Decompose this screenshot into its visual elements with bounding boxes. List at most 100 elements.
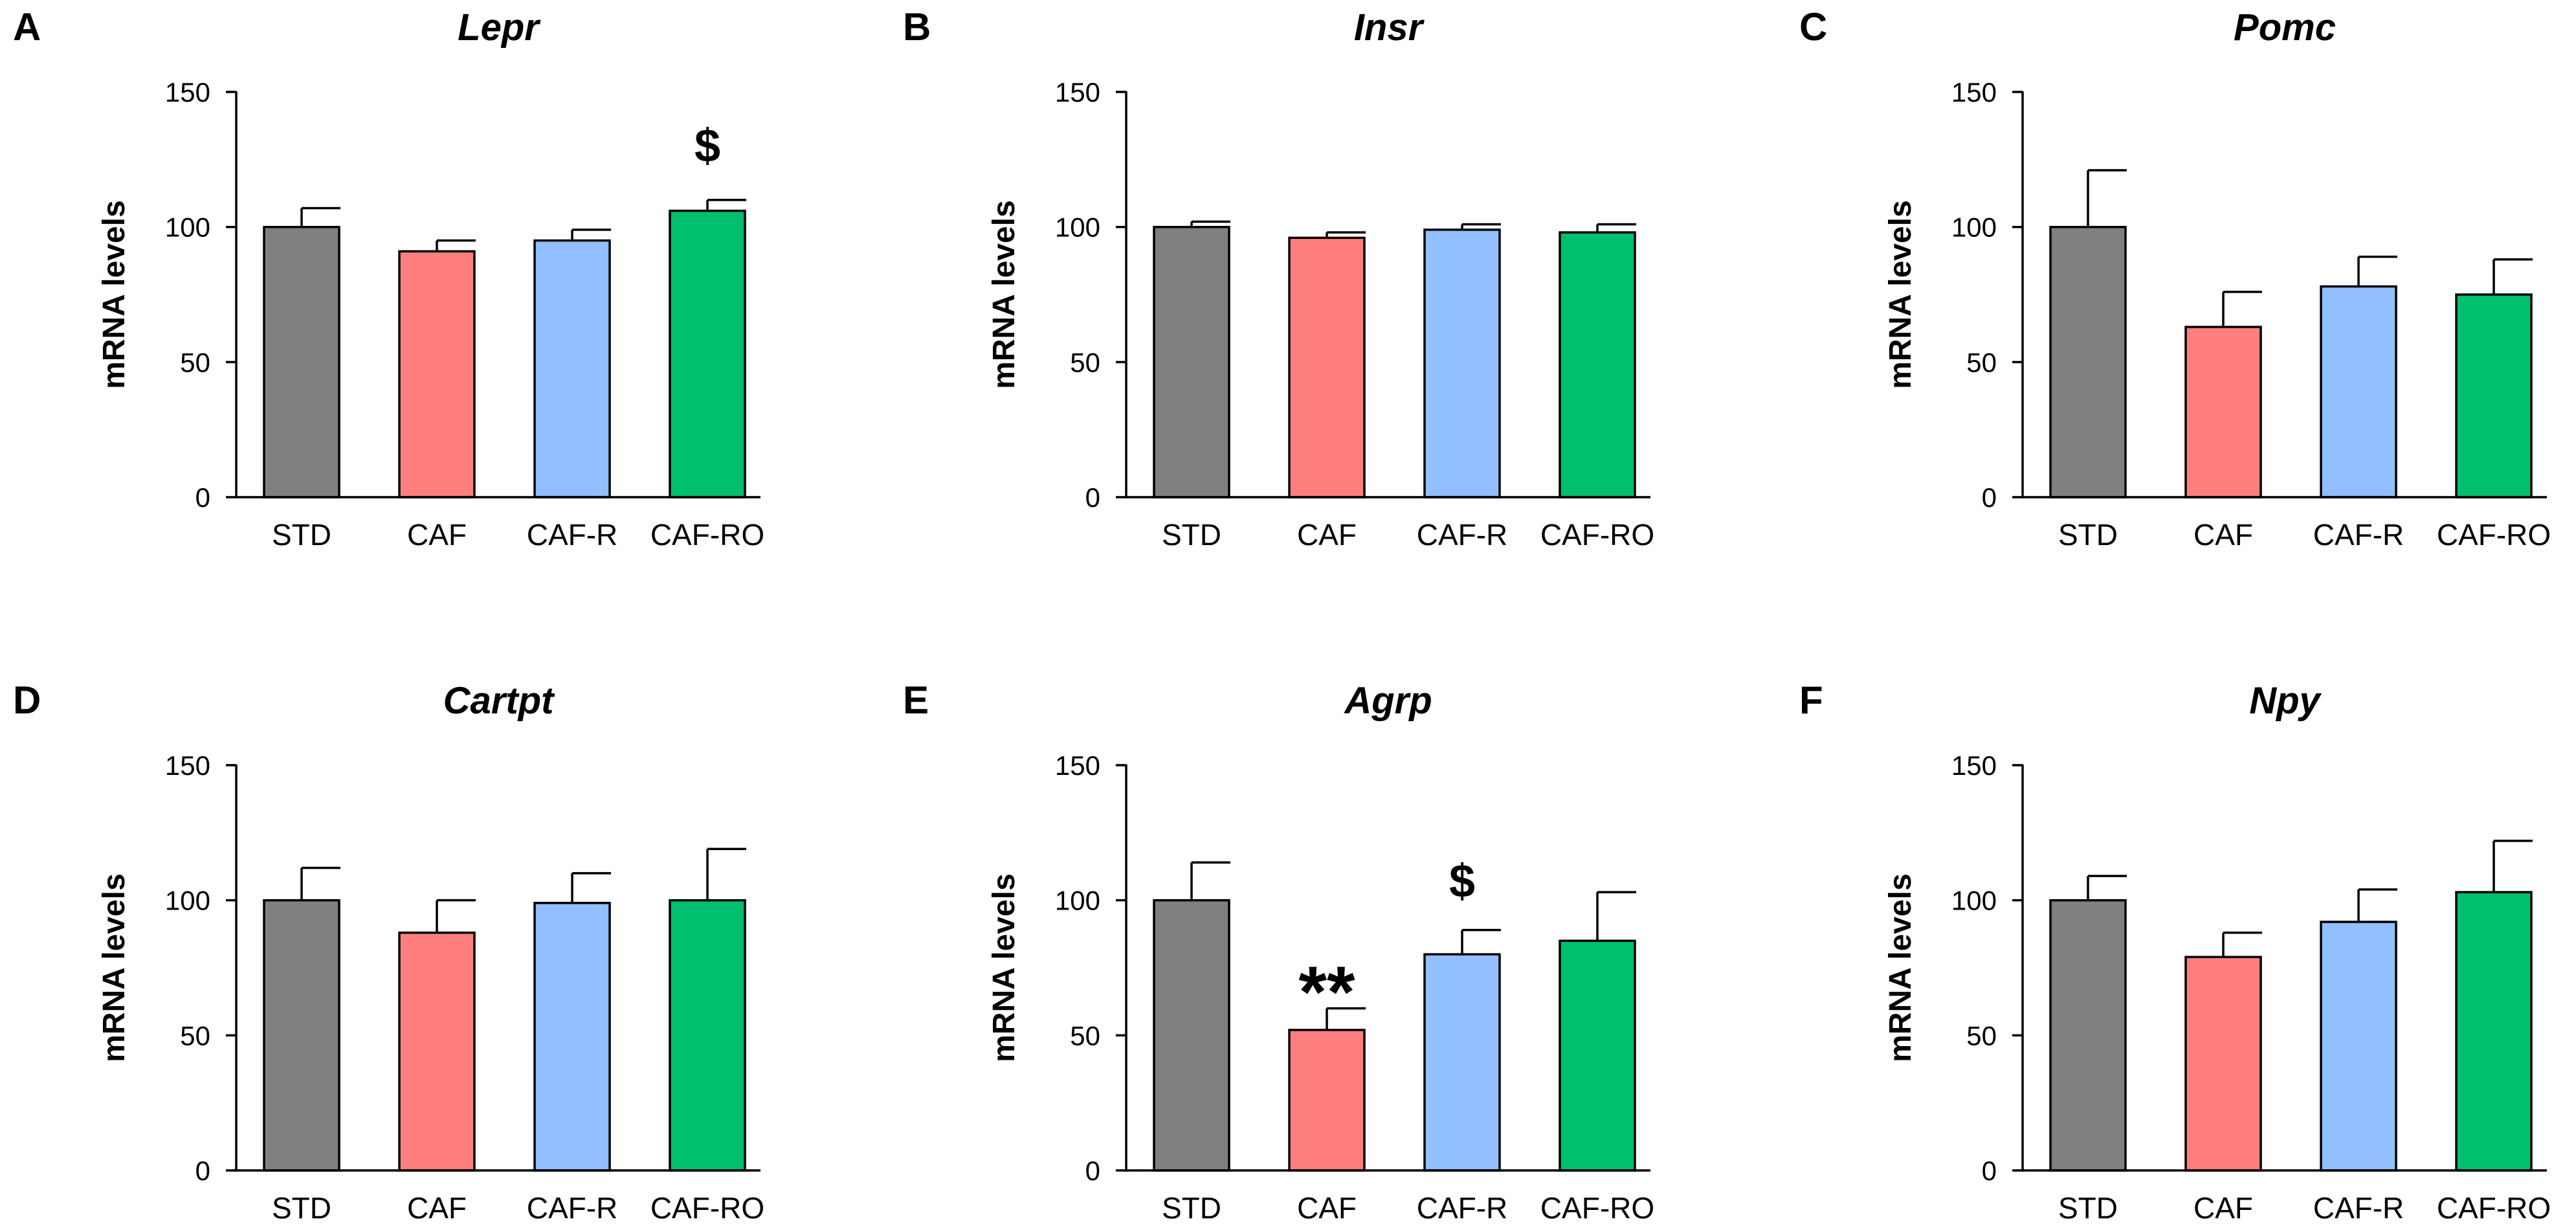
y-tick-label: 0 — [1982, 1156, 1997, 1186]
y-axis-label: mRNA levels — [987, 200, 1021, 389]
chart-title: Cartpt — [443, 680, 555, 722]
y-tick-label: 50 — [1966, 347, 1997, 377]
y-tick-label: 0 — [1982, 482, 1997, 513]
x-tick-label: CAF-R — [527, 518, 618, 552]
y-tick-label: 150 — [1951, 77, 1997, 107]
x-tick-label: STD — [1162, 518, 1221, 552]
y-tick-label: 100 — [1055, 886, 1100, 916]
y-tick-label: 100 — [1951, 212, 1997, 243]
x-tick-label: CAF-RO — [1540, 518, 1654, 552]
y-axis-label: mRNA levels — [1883, 873, 1918, 1062]
chart-panel-c: C Pomc mRNA levels STD CAF CAF-R CAF-RO 0 50 100 1… — [1799, 5, 2551, 552]
x-tick-label: CAF — [2193, 518, 2253, 552]
bar-caf — [1288, 1029, 1366, 1172]
y-axis-label: mRNA levels — [97, 873, 131, 1062]
panel-letter: F — [1799, 678, 1823, 722]
panel-letter: A — [13, 5, 41, 49]
bar-caf-ro — [1559, 231, 1636, 498]
x-tick-label: CAF — [407, 1191, 467, 1225]
y-tick-label: 0 — [195, 1156, 210, 1186]
bar-caf — [2184, 326, 2262, 498]
bar-std — [2049, 899, 2127, 1172]
bar-caf-r — [2320, 285, 2397, 498]
significance-dollar: $ — [1449, 855, 1475, 907]
x-tick-label: CAF — [2193, 1191, 2253, 1225]
y-tick-label: 100 — [1951, 886, 1997, 916]
y-tick-label: 150 — [165, 750, 210, 781]
x-tick-label: STD — [272, 1191, 331, 1225]
bar-std — [263, 225, 340, 498]
bar-std — [1153, 899, 1230, 1172]
x-tick-label: CAF-R — [1417, 1191, 1508, 1225]
x-tick-label: STD — [272, 518, 331, 552]
y-tick-label: 50 — [180, 347, 210, 377]
chart-title: Agrp — [1343, 680, 1432, 722]
x-tick-label: CAF — [1297, 518, 1357, 552]
bar-caf-ro — [2455, 293, 2533, 498]
y-tick-label: 50 — [1966, 1020, 1997, 1051]
bar-caf — [1288, 236, 1366, 498]
bar-std — [2049, 225, 2127, 498]
bar-caf — [398, 250, 476, 498]
x-tick-label: STD — [2058, 1191, 2118, 1225]
y-tick-label: 150 — [1951, 750, 1997, 781]
chart-panel-e: E Agrp mRNA levels STD CAF CAF-R CAF-RO 0 50 100 1… — [903, 678, 1654, 1225]
bar-caf — [398, 931, 476, 1172]
y-tick-label: 150 — [1055, 750, 1100, 781]
chart-title: Insr — [1354, 6, 1425, 49]
bar-caf-r — [533, 902, 611, 1172]
chart-title: Pomc — [2234, 6, 2336, 49]
chart-title: Npy — [2249, 680, 2322, 722]
x-tick-label: STD — [2058, 518, 2118, 552]
x-tick-label: CAF-RO — [650, 518, 764, 552]
y-tick-label: 50 — [1070, 347, 1100, 377]
x-tick-label: CAF — [1297, 1191, 1357, 1225]
bar-caf — [2184, 956, 2262, 1172]
x-tick-label: CAF-R — [527, 1191, 618, 1225]
y-tick-label: 150 — [165, 77, 210, 107]
panel-letter: D — [13, 678, 41, 722]
bar-caf-r — [2320, 921, 2397, 1172]
x-tick-label: CAF — [407, 518, 467, 552]
x-tick-label: CAF-RO — [2437, 1191, 2551, 1225]
y-tick-label: 0 — [1085, 482, 1100, 513]
chart-panel-a: A Lepr mRNA levels STD CAF CAF-R CAF-RO 0 50 100 1… — [13, 5, 764, 552]
bar-caf-r — [1423, 229, 1501, 498]
y-tick-label: 100 — [165, 886, 210, 916]
panel-letter: E — [903, 678, 929, 722]
significance-dollar: $ — [694, 120, 720, 172]
y-tick-label: 50 — [1070, 1020, 1100, 1051]
bar-caf-ro — [1559, 939, 1636, 1172]
y-axis-label: mRNA levels — [1883, 200, 1918, 389]
x-tick-label: CAF-RO — [1540, 1191, 1654, 1225]
bar-std — [1153, 225, 1230, 498]
chart-panel-d: D Cartpt mRNA levels STD CAF CAF-R CAF-RO 0 50 10… — [13, 678, 764, 1225]
bar-caf-r — [1423, 953, 1501, 1172]
y-tick-label: 100 — [1055, 212, 1100, 243]
chart-panel-b: B Insr mRNA levels STD CAF CAF-R CAF-RO 0 50 100 1… — [903, 5, 1654, 552]
x-tick-label: CAF-R — [2313, 518, 2404, 552]
y-tick-label: 0 — [1085, 1156, 1100, 1186]
x-tick-label: CAF-R — [2313, 1191, 2404, 1225]
y-tick-label: 150 — [1055, 77, 1100, 107]
chart-panel-f: F Npy mRNA levels STD CAF CAF-R CAF-RO 0 50 100 15… — [1799, 678, 2551, 1225]
bar-caf-ro — [669, 209, 746, 498]
y-tick-label: 50 — [180, 1020, 210, 1051]
y-tick-label: 0 — [195, 482, 210, 513]
chart-title: Lepr — [458, 6, 541, 49]
x-tick-label: CAF-RO — [650, 1191, 764, 1225]
bar-std — [263, 899, 340, 1172]
y-axis-label: mRNA levels — [987, 873, 1021, 1062]
y-axis-label: mRNA levels — [97, 200, 131, 389]
x-tick-label: CAF-RO — [2437, 518, 2551, 552]
panel-letter: C — [1799, 5, 1827, 49]
bar-caf-ro — [2455, 891, 2533, 1172]
x-tick-label: CAF-R — [1417, 518, 1508, 552]
panel-letter: B — [903, 5, 931, 49]
bar-caf-ro — [669, 899, 746, 1172]
bar-caf-r — [533, 239, 611, 498]
y-tick-label: 100 — [165, 212, 210, 243]
significance-stars: ** — [1298, 952, 1355, 1033]
x-tick-label: STD — [1162, 1191, 1221, 1225]
